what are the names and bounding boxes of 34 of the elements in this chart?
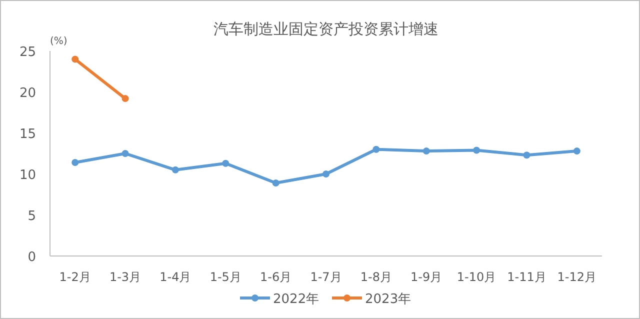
x-tick-label: 1-2月 xyxy=(59,270,91,284)
x-tick-label: 1-6月 xyxy=(260,270,292,284)
point xyxy=(473,146,480,154)
x-tick-label: 1-3月 xyxy=(109,270,142,284)
y-axis-title: (%) xyxy=(50,36,68,47)
point xyxy=(72,159,79,166)
point xyxy=(573,148,580,155)
y-tick-label: 0 xyxy=(28,250,36,265)
x-tick-label: 1-10月 xyxy=(456,270,496,284)
point xyxy=(72,56,79,63)
legend-label: 2023年 xyxy=(365,292,412,307)
point xyxy=(122,150,129,157)
point xyxy=(322,170,330,178)
y-tick-label: 5 xyxy=(28,209,36,224)
x-tick-label: 1-12月 xyxy=(557,270,597,284)
point xyxy=(222,160,230,167)
x-tick-label: 1-5月 xyxy=(210,270,242,284)
y-tick-label: 15 xyxy=(19,127,36,142)
y-tick-label: 20 xyxy=(19,86,36,101)
point xyxy=(372,146,380,153)
x-tick-label: 1-7月 xyxy=(310,270,342,284)
y-tick-label: 10 xyxy=(19,168,36,183)
chart-title: 汽车制造业固定资产投资累计增速 xyxy=(214,20,438,38)
x-tick-label: 1-11月 xyxy=(507,270,546,284)
point xyxy=(272,180,280,187)
x-tick-label: 1-4月 xyxy=(160,270,192,284)
point xyxy=(523,152,530,159)
x-tick-label: 1-8月 xyxy=(360,270,392,284)
point xyxy=(122,95,129,102)
y-tick-label: 25 xyxy=(19,45,36,60)
point xyxy=(172,166,179,174)
legend-label: 2022年 xyxy=(273,292,320,307)
x-tick-label: 1-9月 xyxy=(410,270,442,284)
point xyxy=(422,148,430,155)
